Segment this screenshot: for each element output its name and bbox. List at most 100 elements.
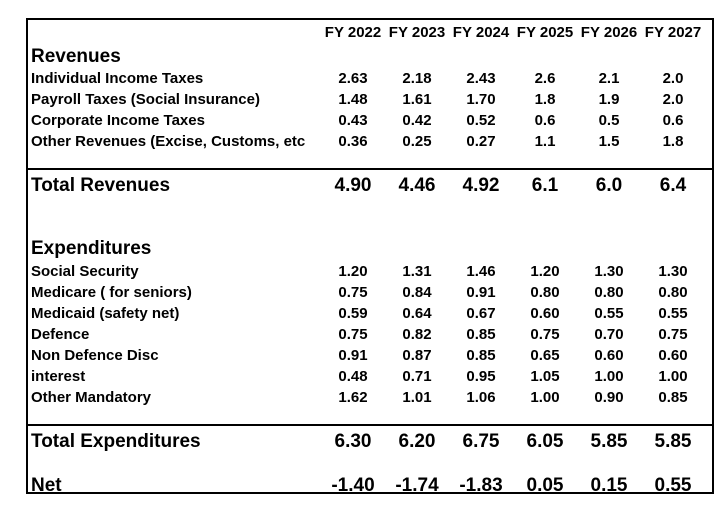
value-cell: 0.85	[466, 326, 496, 343]
value-cell: 0.6	[662, 112, 684, 129]
value-cell: 6.0	[595, 175, 623, 196]
divider	[28, 424, 712, 426]
value-cell: 0.90	[594, 389, 624, 406]
value-cell: 0.75	[658, 326, 688, 343]
value-cell: 6.4	[659, 175, 687, 196]
value-cell: 0.48	[338, 368, 368, 385]
value-cell: 1.31	[402, 263, 432, 280]
row-label: interest	[31, 368, 86, 385]
table-row: Corporate Income Taxes 0.43 0.42 0.52 0.6 0.5…	[28, 110, 712, 131]
value-cell: 1.70	[466, 91, 496, 108]
table-row: interest 0.48 0.71 0.95 1.05 1.00 1.00	[28, 366, 712, 387]
value-cell: 6.75	[462, 431, 500, 452]
value-cell: 1.5	[598, 133, 620, 150]
row-label: Corporate Income Taxes	[31, 112, 205, 129]
value-cell: 2.6	[534, 70, 556, 87]
value-cell: 0.25	[402, 133, 432, 150]
value-cell: 0.55	[594, 305, 624, 322]
value-cell: 0.43	[338, 112, 368, 129]
year-header: FY 2024	[452, 24, 510, 41]
value-cell: 6.30	[334, 431, 372, 452]
value-cell: 1.00	[658, 368, 688, 385]
year-header: FY 2022	[324, 24, 382, 41]
value-cell: 2.0	[662, 70, 684, 87]
value-cell: 0.80	[594, 284, 624, 301]
value-cell: 1.62	[338, 389, 368, 406]
value-cell: 0.05	[526, 475, 564, 496]
table-row: Medicare ( for seniors) 0.75 0.84 0.91 0.80 0…	[28, 282, 712, 303]
value-cell: 0.60	[658, 347, 688, 364]
value-cell: 0.71	[402, 368, 432, 385]
value-cell: 4.46	[398, 175, 436, 196]
row-label: Net	[31, 475, 62, 496]
table-row: Social Security 1.20 1.31 1.46 1.20 1.30 1.30	[28, 261, 712, 282]
row-label: Individual Income Taxes	[31, 70, 204, 87]
value-cell: 1.1	[534, 133, 556, 150]
value-cell: 0.59	[338, 305, 368, 322]
table-row: Other Revenues (Excise, Customs, etc 0.36…	[28, 131, 712, 152]
table-row: Defence 0.75 0.82 0.85 0.75 0.70 0.75	[28, 324, 712, 345]
value-cell: 0.95	[466, 368, 496, 385]
value-cell: 0.65	[530, 347, 560, 364]
value-cell: 1.61	[402, 91, 432, 108]
value-cell: 1.01	[402, 389, 432, 406]
value-cell: 4.90	[334, 175, 372, 196]
value-cell: 0.85	[658, 389, 688, 406]
value-cell: 0.5	[598, 112, 620, 129]
value-cell: 1.9	[598, 91, 620, 108]
value-cell: 0.42	[402, 112, 432, 129]
section-title: Expenditures	[31, 238, 152, 259]
value-cell: 0.84	[402, 284, 432, 301]
value-cell: 2.18	[402, 70, 432, 87]
value-cell: -1.83	[459, 475, 503, 496]
value-cell: 0.60	[530, 305, 560, 322]
year-header: FY 2027	[644, 24, 702, 41]
section-heading-revenues: Revenues	[28, 45, 712, 69]
value-cell: 1.20	[530, 263, 560, 280]
value-cell: 1.06	[466, 389, 496, 406]
value-cell: 0.75	[338, 326, 368, 343]
value-cell: 5.85	[654, 431, 692, 452]
value-cell: 1.30	[594, 263, 624, 280]
header-row: FY 2022 FY 2023 FY 2024 FY 2025 FY 2026 FY 20…	[28, 23, 712, 43]
value-cell: 0.67	[466, 305, 496, 322]
row-label: Defence	[31, 326, 90, 343]
value-cell: 1.8	[534, 91, 556, 108]
value-cell: 6.20	[398, 431, 436, 452]
value-cell: 6.1	[531, 175, 559, 196]
row-label: Total Revenues	[31, 175, 171, 196]
value-cell: 1.48	[338, 91, 368, 108]
value-cell: 0.55	[654, 475, 692, 496]
value-cell: 0.91	[338, 347, 368, 364]
net-row: Net -1.40 -1.74 -1.83 0.05 0.15 0.55	[28, 474, 712, 498]
row-label: Total Expenditures	[31, 431, 201, 452]
year-header: FY 2025	[516, 24, 574, 41]
table-row: Individual Income Taxes 2.63 2.18 2.43 2.6 2.…	[28, 68, 712, 89]
value-cell: 5.85	[590, 431, 628, 452]
total-revenues-row: Total Revenues 4.90 4.46 4.92 6.1 6.0 6.4	[28, 174, 712, 198]
value-cell: 2.1	[598, 70, 620, 87]
value-cell: 2.0	[662, 91, 684, 108]
value-cell: 1.20	[338, 263, 368, 280]
table-row: Non Defence Disc 0.91 0.87 0.85 0.65 0.60 0.60	[28, 345, 712, 366]
value-cell: 1.8	[662, 133, 684, 150]
value-cell: 0.87	[402, 347, 432, 364]
value-cell: 0.70	[594, 326, 624, 343]
value-cell: 0.6	[534, 112, 556, 129]
budget-table: FY 2022 FY 2023 FY 2024 FY 2025 FY 2026 FY 20…	[26, 18, 714, 496]
row-label: Medicare ( for seniors)	[31, 284, 192, 301]
value-cell: 2.43	[466, 70, 496, 87]
row-label: Other Revenues (Excise, Customs, etc	[31, 133, 306, 150]
row-label: Non Defence Disc	[31, 347, 159, 364]
year-header: FY 2026	[580, 24, 638, 41]
table-row: Medicaid (safety net) 0.59 0.64 0.67 0.60 0.5…	[28, 303, 712, 324]
divider	[28, 168, 712, 170]
value-cell: 1.00	[594, 368, 624, 385]
value-cell: 2.63	[338, 70, 368, 87]
value-cell: 0.55	[658, 305, 688, 322]
value-cell: 1.46	[466, 263, 496, 280]
section-title: Revenues	[31, 46, 121, 67]
value-cell: 0.52	[466, 112, 496, 129]
row-label: Medicaid (safety net)	[31, 305, 180, 322]
value-cell: 1.30	[658, 263, 688, 280]
